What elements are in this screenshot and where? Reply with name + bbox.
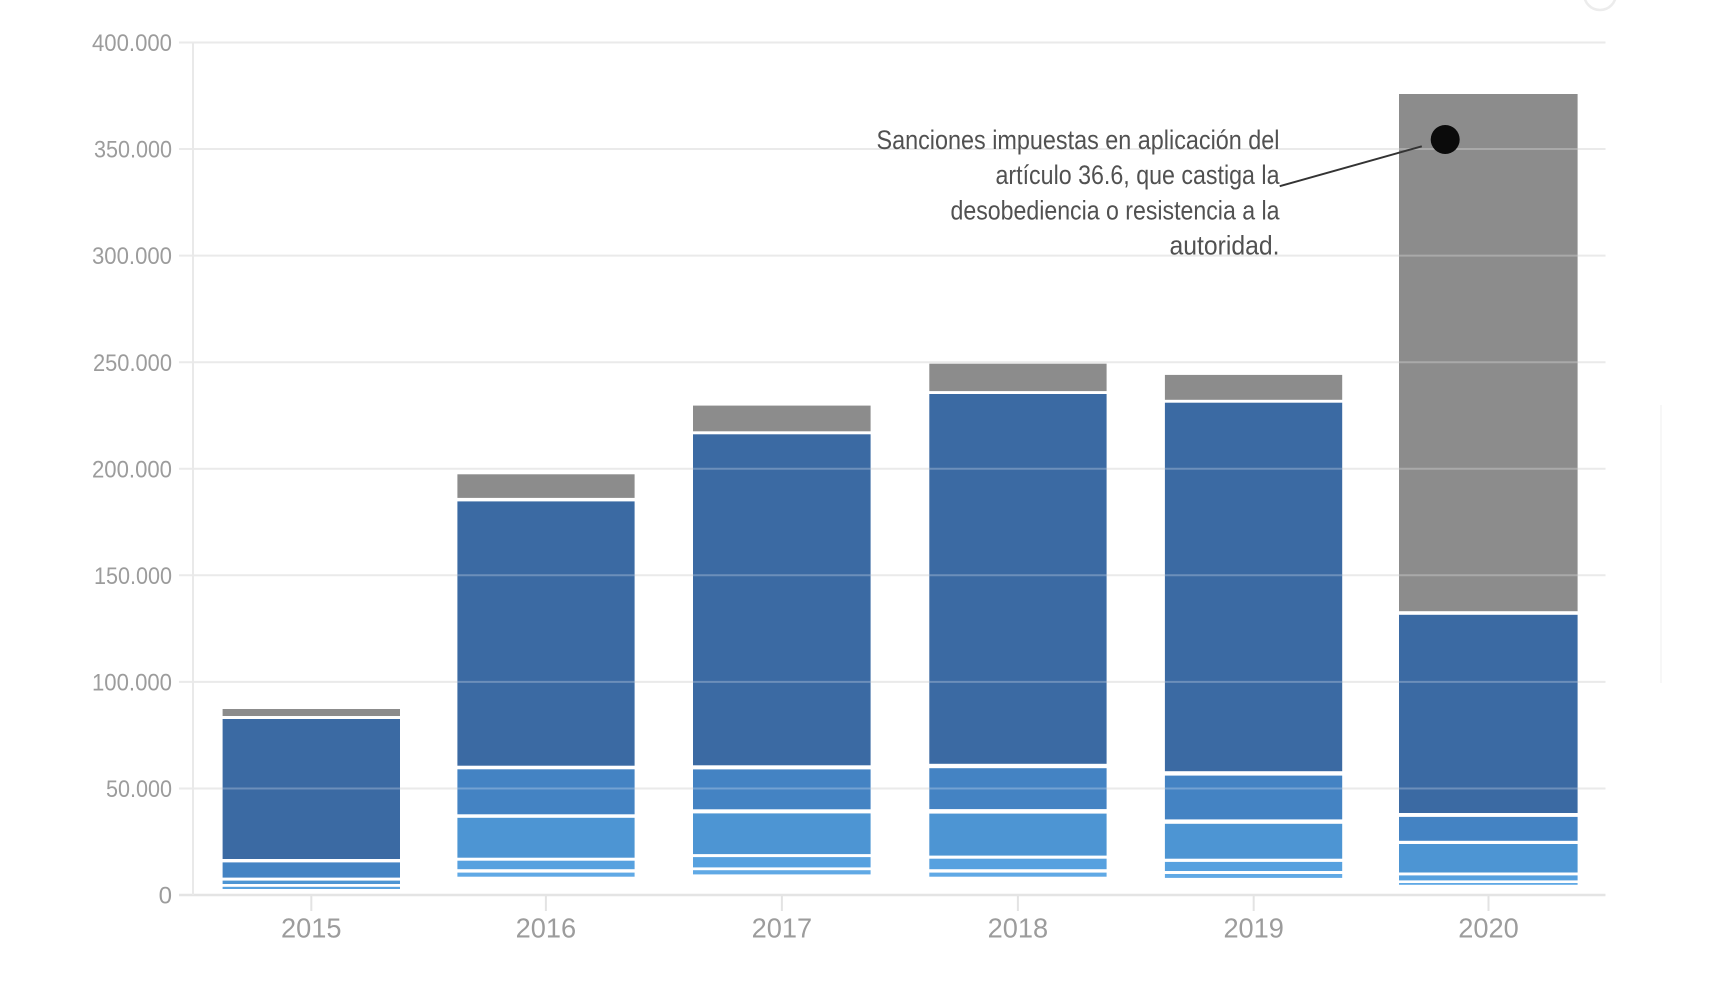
svg-text:300.000: 300.000 bbox=[92, 243, 172, 270]
svg-text:200.000: 200.000 bbox=[92, 456, 172, 483]
svg-text:2015: 2015 bbox=[281, 913, 342, 944]
svg-text:2019: 2019 bbox=[1223, 913, 1284, 944]
svg-text:50.000: 50.000 bbox=[106, 776, 172, 803]
svg-text:100.000: 100.000 bbox=[92, 669, 172, 696]
svg-text:2016: 2016 bbox=[516, 913, 577, 944]
svg-text:desobediencia o resistencia a: desobediencia o resistencia a la bbox=[951, 195, 1281, 225]
svg-text:400.000: 400.000 bbox=[92, 30, 172, 57]
svg-text:2017: 2017 bbox=[752, 913, 813, 944]
svg-text:350.000: 350.000 bbox=[94, 137, 172, 164]
svg-text:autoridad.: autoridad. bbox=[1170, 231, 1280, 261]
svg-text:2018: 2018 bbox=[988, 913, 1049, 944]
svg-text:250.000: 250.000 bbox=[93, 350, 172, 377]
svg-text:150.000: 150.000 bbox=[94, 563, 172, 590]
svg-text:0: 0 bbox=[159, 883, 172, 910]
svg-text:2020: 2020 bbox=[1458, 913, 1519, 944]
svg-text:Sanciones impuestas en aplicac: Sanciones impuestas en aplicación del bbox=[877, 125, 1280, 155]
svg-text:artículo 36.6, que castiga la: artículo 36.6, que castiga la bbox=[996, 160, 1281, 190]
